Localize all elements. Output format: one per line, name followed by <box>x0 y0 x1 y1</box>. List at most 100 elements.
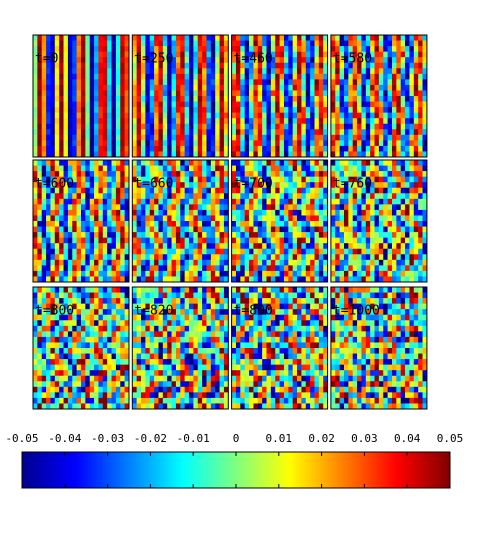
field-cell <box>54 259 60 266</box>
field-cell <box>85 73 91 80</box>
field-cell <box>41 314 47 321</box>
field-cell <box>37 331 43 338</box>
field-cell <box>81 298 86 304</box>
field-cell <box>171 287 177 293</box>
field-cell <box>63 35 69 41</box>
field-cell <box>59 276 64 283</box>
field-cell <box>231 35 237 41</box>
field-cell <box>357 35 362 41</box>
field-cell <box>89 62 95 69</box>
field-cell <box>59 221 64 227</box>
field-cell <box>115 134 121 141</box>
field-cell <box>167 204 172 211</box>
field-cell <box>41 151 47 158</box>
field-cell <box>270 237 276 244</box>
field-cell <box>405 84 410 91</box>
field-cell <box>63 392 69 399</box>
field-cell <box>339 187 345 194</box>
field-cell <box>418 62 423 69</box>
field-cell <box>111 226 117 233</box>
field-cell <box>240 112 245 119</box>
field-cell <box>219 84 225 91</box>
field-cell <box>279 243 285 250</box>
field-cell <box>310 187 315 194</box>
field-cell <box>305 140 311 147</box>
field-cell <box>405 151 410 158</box>
field-cell <box>210 320 216 327</box>
field-cell <box>357 171 362 177</box>
field-cell <box>219 270 225 277</box>
field-cell <box>314 221 320 227</box>
field-cell <box>305 118 311 125</box>
field-cell <box>339 84 345 91</box>
field-cell <box>76 187 82 194</box>
field-cell <box>111 386 117 393</box>
field-cell <box>387 270 393 277</box>
field-cell <box>171 96 177 102</box>
field-cell <box>132 298 137 304</box>
field-cell <box>400 160 406 166</box>
field-cell <box>184 392 190 399</box>
field-cell <box>301 40 307 47</box>
field-cell <box>206 375 212 382</box>
field-cell <box>253 298 259 304</box>
field-cell <box>154 68 159 75</box>
field-cell <box>115 237 121 244</box>
field-cell <box>275 51 280 58</box>
field-cell <box>120 386 125 393</box>
field-cell <box>33 51 38 58</box>
field-cell <box>400 254 406 261</box>
field-cell <box>310 57 315 64</box>
field-cell <box>141 325 146 332</box>
field-cell <box>391 151 397 158</box>
field-cell <box>59 140 64 147</box>
field-cell <box>171 403 177 410</box>
field-cell <box>107 392 112 399</box>
field-cell <box>162 68 168 75</box>
field-cell <box>94 57 99 64</box>
field-cell <box>107 243 112 250</box>
field-cell <box>124 370 130 377</box>
field-cell <box>180 259 185 266</box>
field-cell <box>180 276 185 283</box>
field-cell <box>253 248 259 255</box>
field-cell <box>149 226 155 233</box>
field-cell <box>219 107 225 113</box>
field-cell <box>54 112 60 119</box>
field-cell <box>305 182 311 189</box>
field-cell <box>413 129 419 136</box>
field-cell <box>162 160 168 166</box>
field-cell <box>235 381 241 388</box>
field-cell <box>323 129 328 136</box>
field-cell <box>162 270 168 277</box>
field-cell <box>149 375 155 382</box>
field-cell <box>180 353 185 360</box>
field-cell <box>98 320 104 327</box>
field-cell <box>120 40 125 47</box>
field-cell <box>422 129 428 136</box>
field-cell <box>33 129 38 136</box>
field-cell <box>184 287 190 293</box>
field-cell <box>314 171 320 177</box>
field-cell <box>136 209 142 216</box>
field-cell <box>41 160 47 166</box>
field-cell <box>98 145 104 152</box>
field-cell <box>63 171 69 177</box>
field-cell <box>94 353 99 360</box>
field-cell <box>387 176 393 183</box>
field-cell <box>67 51 73 58</box>
field-cell <box>202 101 207 108</box>
field-cell <box>374 215 380 222</box>
field-cell <box>361 215 367 222</box>
field-cell <box>357 187 362 194</box>
field-cell <box>132 123 137 130</box>
field-cell <box>301 226 307 233</box>
field-cell <box>275 204 280 211</box>
field-cell <box>171 215 177 222</box>
field-cell <box>297 79 302 86</box>
field-cell <box>244 386 250 393</box>
field-cell <box>98 140 104 147</box>
field-cell <box>41 381 47 388</box>
field-cell <box>72 364 77 371</box>
field-cell <box>189 107 194 113</box>
